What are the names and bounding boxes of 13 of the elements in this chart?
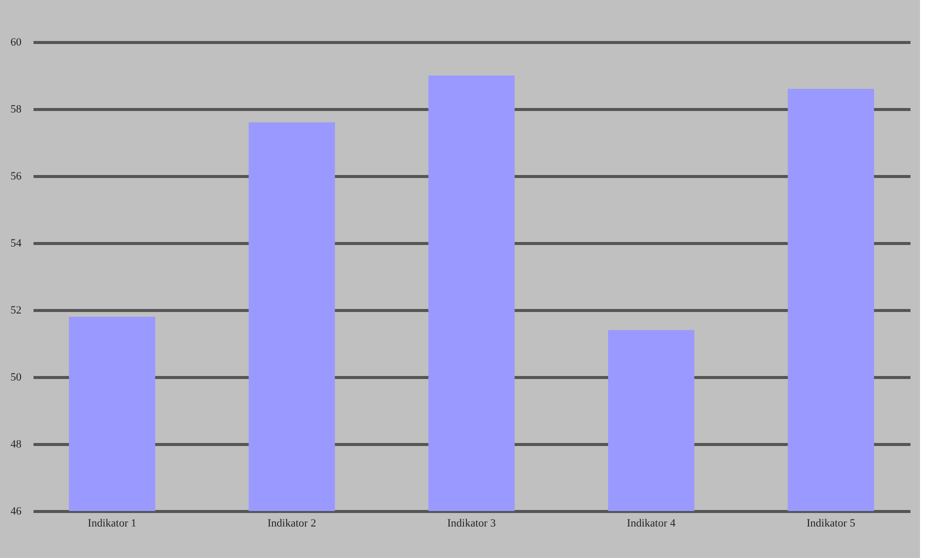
x-tick-label: Indikator 1 — [88, 518, 136, 530]
y-tick-label: 50 — [10, 372, 22, 384]
x-tick-label: Indikator 5 — [806, 518, 856, 530]
y-tick-label: 60 — [10, 36, 22, 48]
y-tick-label: 46 — [10, 506, 22, 518]
y-tick-label: 52 — [10, 304, 22, 316]
y-tick-label: 54 — [10, 238, 22, 250]
y-tick-label: 58 — [10, 104, 22, 116]
x-tick-label: Indikator 3 — [447, 518, 496, 530]
x-tick-label: Indikator 4 — [626, 518, 676, 530]
y-tick-label: 48 — [10, 438, 22, 450]
y-tick-label: 56 — [10, 170, 22, 182]
x-tick-label: Indikator 2 — [268, 518, 316, 530]
